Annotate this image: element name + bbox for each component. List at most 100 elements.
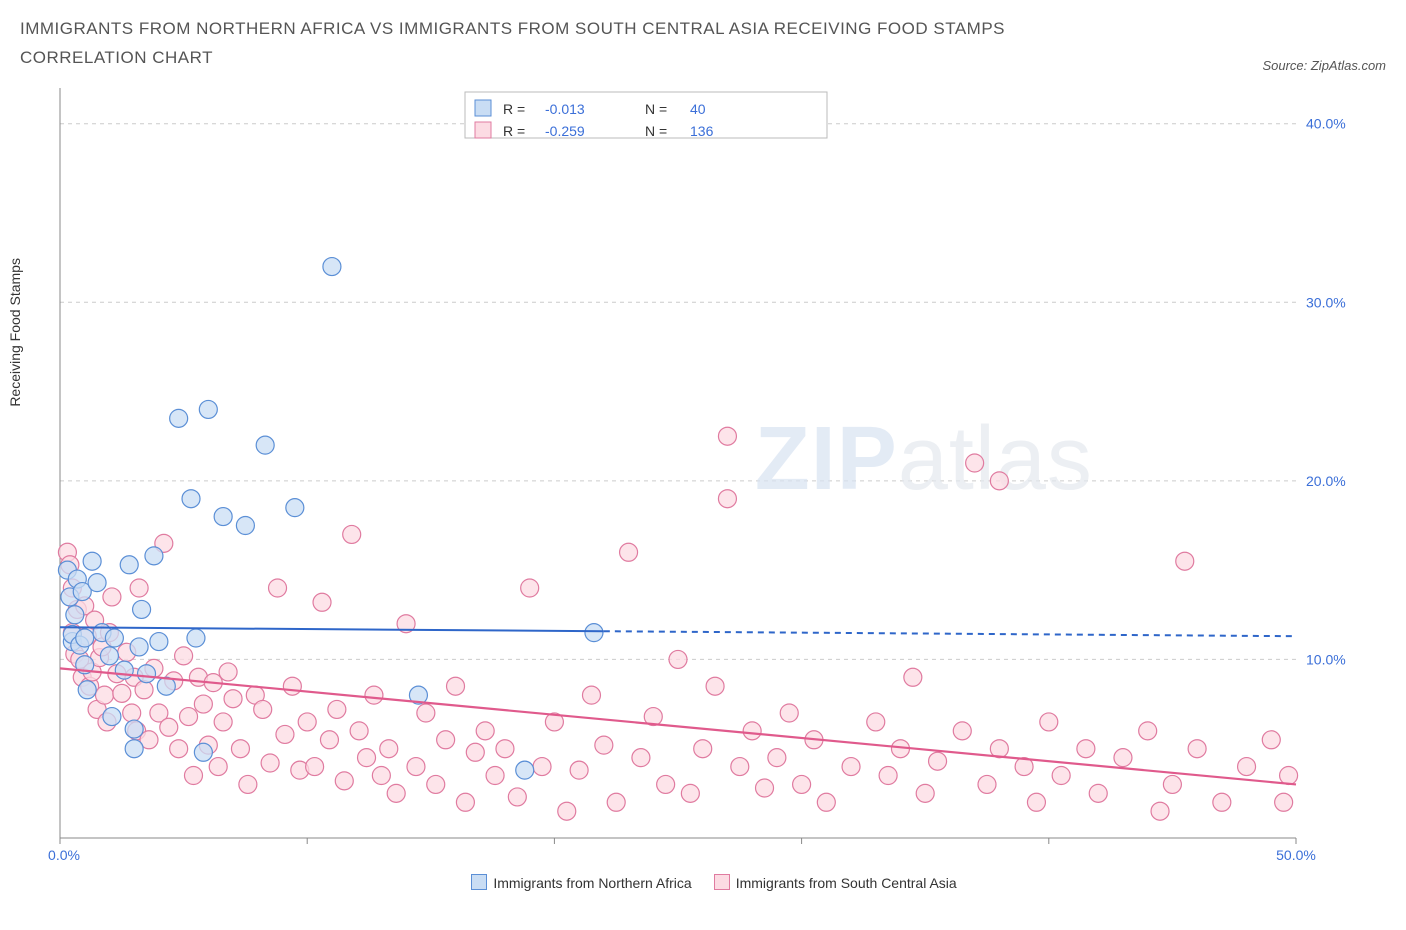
data-point	[350, 722, 368, 740]
data-point	[496, 739, 514, 757]
data-point	[276, 725, 294, 743]
legend-label: Immigrants from Northern Africa	[493, 875, 691, 891]
data-point	[1262, 731, 1280, 749]
trend-line	[60, 627, 604, 631]
data-point	[1151, 802, 1169, 820]
data-point	[214, 713, 232, 731]
data-point	[283, 677, 301, 695]
data-point	[365, 686, 383, 704]
source-label: Source: ZipAtlas.com	[1262, 58, 1386, 73]
data-point	[1176, 552, 1194, 570]
data-point	[130, 579, 148, 597]
svg-text:136: 136	[690, 123, 714, 139]
data-point	[437, 731, 455, 749]
data-point	[585, 623, 603, 641]
data-point	[130, 638, 148, 656]
data-point	[170, 739, 188, 757]
data-point	[323, 257, 341, 275]
svg-text:10.0%: 10.0%	[1306, 651, 1346, 667]
data-point	[1089, 784, 1107, 802]
svg-text:40.0%: 40.0%	[1306, 115, 1346, 131]
data-point	[66, 606, 84, 624]
data-point	[607, 793, 625, 811]
data-point	[867, 713, 885, 731]
data-point	[343, 525, 361, 543]
data-point	[138, 664, 156, 682]
y-axis-label: Receiving Food Stamps	[7, 258, 23, 407]
data-point	[320, 731, 338, 749]
data-point	[582, 686, 600, 704]
data-point	[916, 784, 934, 802]
data-point	[718, 427, 736, 445]
data-point	[657, 775, 675, 793]
data-point	[298, 713, 316, 731]
data-point	[328, 700, 346, 718]
chart-title: IMMIGRANTS FROM NORTHERN AFRICA VS IMMIG…	[20, 15, 1120, 73]
data-point	[160, 718, 178, 736]
data-point	[145, 547, 163, 565]
legend-swatch	[714, 874, 730, 890]
data-point	[78, 681, 96, 699]
data-point	[407, 757, 425, 775]
data-point	[978, 775, 996, 793]
data-point	[1077, 739, 1095, 757]
data-point	[558, 802, 576, 820]
data-point	[516, 761, 534, 779]
data-point	[953, 722, 971, 740]
data-point	[103, 588, 121, 606]
svg-text:R =: R =	[503, 123, 525, 139]
svg-text:R =: R =	[503, 101, 525, 117]
svg-text:-0.013: -0.013	[545, 101, 585, 117]
data-point	[219, 663, 237, 681]
data-point	[125, 720, 143, 738]
data-point	[269, 579, 287, 597]
data-point	[133, 600, 151, 618]
data-point	[105, 629, 123, 647]
data-point	[261, 754, 279, 772]
series-legend: Immigrants from Northern Africa Immigrant…	[20, 874, 1386, 891]
data-point	[417, 704, 435, 722]
data-point	[1163, 775, 1181, 793]
data-point	[632, 748, 650, 766]
data-point	[358, 748, 376, 766]
data-point	[123, 704, 141, 722]
data-point	[88, 573, 106, 591]
svg-text:-0.259: -0.259	[545, 123, 585, 139]
data-point	[731, 757, 749, 775]
data-point	[756, 779, 774, 797]
data-point	[254, 700, 272, 718]
data-point	[372, 766, 390, 784]
svg-text:40: 40	[690, 101, 706, 117]
data-point	[447, 677, 465, 695]
data-point	[718, 489, 736, 507]
data-point	[103, 707, 121, 725]
legend-label: Immigrants from South Central Asia	[736, 875, 957, 891]
trend-line-extrapolated	[604, 631, 1296, 636]
data-point	[100, 647, 118, 665]
data-point	[113, 684, 131, 702]
data-point	[83, 552, 101, 570]
data-point	[239, 775, 257, 793]
svg-text:ZIPatlas: ZIPatlas	[755, 409, 1093, 509]
data-point	[595, 736, 613, 754]
data-point	[135, 681, 153, 699]
data-point	[194, 695, 212, 713]
data-point	[570, 761, 588, 779]
svg-text:20.0%: 20.0%	[1306, 473, 1346, 489]
data-point	[194, 743, 212, 761]
data-point	[966, 454, 984, 472]
data-point	[521, 579, 539, 597]
svg-text:N =: N =	[645, 101, 667, 117]
data-point	[817, 793, 835, 811]
data-point	[236, 516, 254, 534]
svg-text:50.0%: 50.0%	[1276, 847, 1316, 863]
data-point	[793, 775, 811, 793]
data-point	[1052, 766, 1070, 784]
data-point	[669, 650, 687, 668]
svg-text:30.0%: 30.0%	[1306, 294, 1346, 310]
data-point	[706, 677, 724, 695]
data-point	[306, 757, 324, 775]
data-point	[224, 689, 242, 707]
data-point	[182, 489, 200, 507]
data-point	[380, 739, 398, 757]
